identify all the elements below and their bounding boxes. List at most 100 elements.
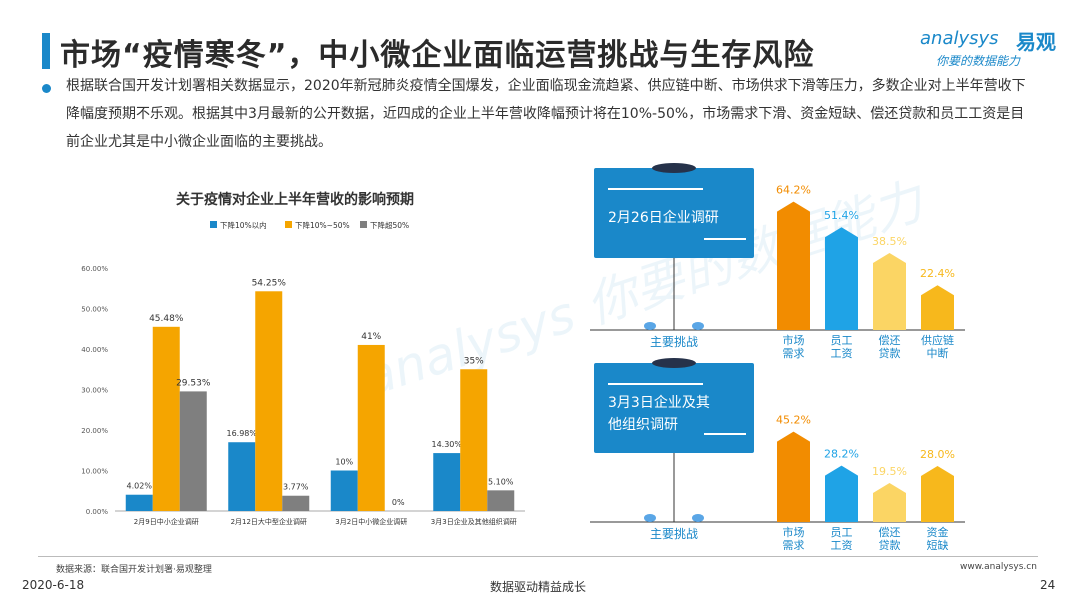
legend-swatch bbox=[360, 221, 367, 228]
challenge-bar bbox=[873, 253, 906, 330]
base-dot-icon bbox=[692, 322, 704, 330]
bar bbox=[125, 494, 153, 511]
report-date: 2020-6-18 bbox=[22, 578, 85, 592]
category-label: 偿还 bbox=[879, 333, 901, 347]
panel-title: 他组织调研 bbox=[608, 417, 678, 433]
bar bbox=[460, 369, 488, 511]
box-decor-line bbox=[704, 433, 746, 435]
base-dot-icon bbox=[692, 514, 704, 522]
data-label: 0% bbox=[392, 498, 405, 507]
bar bbox=[433, 453, 461, 511]
category-label: 贷款 bbox=[879, 538, 901, 550]
bar bbox=[228, 442, 256, 511]
category-label: 偿还 bbox=[879, 525, 901, 539]
bar bbox=[179, 391, 207, 511]
page-title: 市场“疫情寒冬”，中小微企业面临运营挑战与生存风险 bbox=[60, 38, 815, 73]
axis-label: 主要挑战 bbox=[650, 527, 698, 541]
data-label: 5.10% bbox=[488, 477, 514, 486]
challenge-bar bbox=[873, 483, 906, 522]
axis-label: 主要挑战 bbox=[650, 335, 698, 349]
legend-swatch bbox=[285, 221, 292, 228]
y-tick-label: 20.00% bbox=[81, 427, 108, 435]
data-label: 35% bbox=[464, 356, 484, 366]
logo-slogan: 你要的数据能力 bbox=[936, 54, 1021, 68]
y-tick-label: 30.00% bbox=[81, 387, 108, 395]
data-label: 3.77% bbox=[283, 483, 309, 492]
category-label: 市场 bbox=[783, 333, 805, 347]
data-label: 16.98% bbox=[226, 429, 257, 438]
base-dot-icon bbox=[644, 322, 656, 330]
legend-swatch bbox=[210, 221, 217, 228]
data-label: 28.2% bbox=[824, 448, 859, 461]
category-label: 需求 bbox=[783, 539, 805, 550]
y-tick-label: 0.00% bbox=[86, 508, 109, 516]
data-label: 45.48% bbox=[149, 314, 184, 324]
category-label: 工资 bbox=[831, 347, 853, 360]
summary-paragraph: 根据联合国开发计划署相关数据显示，2020年新冠肺炎疫情全国爆发，企业面临现金流… bbox=[66, 78, 1026, 150]
category-label: 资金 bbox=[927, 525, 949, 539]
logo-chinese: 易观 bbox=[1016, 30, 1056, 54]
chart-title: 关于疫情对企业上半年营收的影响预期 bbox=[176, 191, 414, 208]
bar bbox=[152, 326, 180, 511]
category-label: 供应链 bbox=[921, 333, 954, 347]
challenge-bar bbox=[777, 201, 810, 330]
legend-label: 下降超50% bbox=[370, 220, 409, 230]
data-label: 29.53% bbox=[176, 378, 211, 388]
y-tick-label: 40.00% bbox=[81, 346, 108, 354]
panel-title: 3月3日企业及其 bbox=[608, 394, 710, 411]
bullet-dot-icon bbox=[42, 84, 51, 93]
panel-header-box bbox=[594, 168, 754, 258]
category-label: 短缺 bbox=[927, 538, 949, 550]
category-label: 工资 bbox=[831, 539, 853, 550]
x-tick-label: 3月3日企业及其他组织调研 bbox=[431, 517, 517, 526]
y-tick-label: 60.00% bbox=[81, 265, 108, 273]
box-clip-icon bbox=[652, 163, 696, 173]
box-decor-line bbox=[608, 188, 703, 190]
x-tick-label: 2月12日大中型企业调研 bbox=[231, 517, 307, 526]
footer-divider bbox=[38, 556, 1038, 557]
data-label: 51.4% bbox=[824, 209, 859, 222]
bar bbox=[282, 495, 310, 511]
data-label: 64.2% bbox=[776, 184, 811, 197]
footer-slogan: 数据驱动精益成长 bbox=[490, 580, 587, 594]
logo-english: analysys bbox=[920, 28, 999, 49]
challenge-bar bbox=[921, 285, 954, 330]
data-label: 22.4% bbox=[920, 267, 955, 280]
category-label: 中断 bbox=[927, 346, 949, 360]
data-label: 38.5% bbox=[872, 235, 907, 248]
data-label: 45.2% bbox=[776, 414, 811, 427]
y-tick-label: 10.00% bbox=[81, 468, 108, 476]
challenge-bar bbox=[777, 431, 810, 522]
challenge-bar bbox=[921, 466, 954, 522]
box-decor-line bbox=[704, 238, 746, 240]
box-decor-line bbox=[608, 383, 703, 385]
category-label: 贷款 bbox=[879, 346, 901, 360]
category-label: 市场 bbox=[783, 525, 805, 539]
bar bbox=[255, 291, 283, 511]
challenge-bar bbox=[825, 465, 858, 522]
challenge-bar bbox=[825, 227, 858, 330]
x-tick-label: 2月9日中小企业调研 bbox=[134, 517, 199, 526]
main-challenges-charts: 2月26日企业调研主要挑战64.2%市场需求51.4%员工工资38.5%偿还贷款… bbox=[590, 163, 965, 550]
website-url: www.analysys.cn bbox=[960, 562, 1037, 572]
x-tick-label: 3月2日中小微企业调研 bbox=[335, 517, 407, 526]
category-label: 员工 bbox=[831, 334, 853, 347]
page-number: 24 bbox=[1040, 578, 1056, 592]
data-source-note: 数据来源：联合国开发计划署·易观整理 bbox=[56, 565, 212, 575]
data-label: 28.0% bbox=[920, 448, 955, 461]
title-accent-bar bbox=[42, 33, 50, 69]
category-label: 员工 bbox=[831, 526, 853, 539]
y-tick-label: 50.00% bbox=[81, 306, 108, 314]
box-clip-icon bbox=[652, 358, 696, 368]
panel-title: 2月26日企业调研 bbox=[608, 209, 719, 226]
data-label: 10% bbox=[335, 458, 353, 467]
panel-header-box bbox=[594, 363, 754, 453]
bar bbox=[330, 470, 358, 511]
data-label: 54.25% bbox=[252, 278, 287, 288]
bar bbox=[487, 490, 515, 511]
data-label: 41% bbox=[361, 332, 381, 342]
legend-label: 下降10%~50% bbox=[295, 220, 350, 230]
